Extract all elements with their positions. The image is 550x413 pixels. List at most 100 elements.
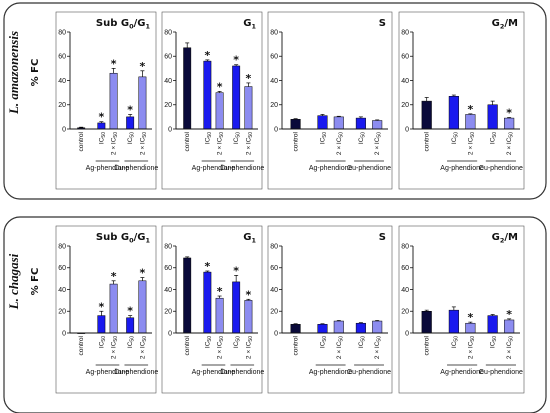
significance-star: *	[217, 285, 223, 298]
category-label: control	[184, 131, 191, 151]
panel-box	[398, 225, 525, 394]
y-tick-label: 60	[401, 265, 409, 272]
bar	[126, 116, 135, 130]
significance-star: *	[467, 103, 473, 116]
category-label: 2 × IC50	[506, 336, 515, 359]
panel-title: G2/M	[492, 232, 518, 245]
species-label: L. chagasi	[6, 253, 21, 310]
y-tick-label: 80	[164, 29, 172, 36]
significance-star: *	[233, 264, 239, 277]
category-label: 2 × IC50	[336, 336, 345, 359]
category-label: 2 × IC50	[336, 132, 345, 155]
panel-title: S	[379, 18, 386, 29]
y-tick-label: 0	[168, 330, 172, 337]
significance-star: *	[111, 57, 117, 70]
bar	[109, 283, 118, 334]
panel-3: 0 20 40 60 80 G2/M control IC50 * 2 × IC50 IC50 * 2 …	[398, 11, 525, 190]
bar	[232, 281, 241, 334]
row-0: L. amazonensis % FC 0 20 40 60 80 Sub G0/G1 cont…	[3, 2, 547, 200]
row-frame	[3, 216, 547, 413]
bar	[138, 280, 147, 334]
category-label: 2 × IC50	[245, 132, 254, 155]
bar	[333, 320, 344, 334]
group-label: Ag-phendione	[86, 165, 130, 172]
category-label: 2 × IC50	[217, 132, 226, 155]
bar	[244, 300, 253, 334]
species-label: L. amazonensis	[6, 31, 21, 115]
category-label: IC50	[451, 132, 460, 144]
bar	[448, 96, 459, 130]
significance-star: *	[127, 305, 133, 318]
y-tick-label: 20	[164, 102, 172, 109]
y-tick-label: 60	[58, 265, 66, 272]
panel-box	[55, 11, 157, 190]
bar	[465, 114, 476, 130]
y-tick-label: 40	[270, 287, 278, 294]
significance-star: *	[246, 288, 252, 301]
category-label: IC50	[204, 336, 213, 348]
y-tick-label: 80	[270, 243, 278, 250]
y-tick-label: 20	[270, 102, 278, 109]
y-tick-label: 60	[270, 265, 278, 272]
panel-0: 0 20 40 60 80 Sub G0/G1 control * IC50 * 2 × IC50 *…	[55, 225, 158, 394]
panel-box	[267, 11, 393, 190]
category-label: control	[424, 131, 431, 151]
bar	[183, 47, 192, 130]
bar	[465, 322, 476, 334]
y-tick-label: 40	[270, 78, 278, 85]
significance-star: *	[217, 80, 223, 93]
y-tick-label: 20	[58, 102, 66, 109]
significance-star: *	[233, 54, 239, 67]
panel-title: G1	[243, 232, 256, 245]
bar	[203, 271, 212, 334]
significance-star: *	[127, 103, 133, 116]
y-tick-label: 40	[164, 287, 172, 294]
y-tick-label: 40	[58, 78, 66, 85]
panel-title: Sub G0/G1	[96, 232, 151, 245]
bar	[244, 86, 253, 130]
significance-star: *	[506, 308, 512, 321]
y-tick-label: 60	[270, 54, 278, 61]
bar	[97, 315, 106, 334]
bar	[504, 319, 515, 334]
group-label: Cu-phendione	[479, 165, 523, 172]
group-label: Ag-phendione	[309, 369, 353, 376]
y-tick-label: 0	[168, 126, 172, 133]
category-label: IC50	[233, 132, 242, 144]
y-tick-label: 60	[58, 54, 66, 61]
y-tick-label: 80	[58, 29, 66, 36]
panel-title: G1	[243, 18, 256, 31]
group-label: Cu-phendione	[114, 369, 158, 376]
bar	[317, 115, 328, 130]
group-label: Cu-phendione	[220, 165, 264, 172]
bar	[232, 65, 241, 130]
significance-star: *	[140, 60, 146, 73]
group-label: Ag-phendione	[192, 369, 236, 376]
category-label: 2 × IC50	[111, 336, 120, 359]
category-label: 2 × IC50	[374, 132, 383, 155]
y-tick-label: 80	[401, 29, 409, 36]
category-label: IC50	[358, 336, 367, 348]
group-label: Cu-phendione	[347, 165, 391, 172]
y-tick-label: 20	[58, 309, 66, 316]
bar	[215, 297, 224, 334]
category-label: control	[184, 335, 191, 355]
category-label: 2 × IC50	[467, 336, 476, 359]
panel-title: Sub G0/G1	[96, 18, 151, 31]
category-label: IC50	[204, 132, 213, 144]
panel-box	[161, 225, 263, 394]
y-tick-label: 80	[270, 29, 278, 36]
significance-star: *	[98, 111, 104, 124]
bar	[290, 324, 301, 334]
significance-star: *	[467, 311, 473, 324]
category-label: IC50	[98, 336, 107, 348]
category-label: IC50	[233, 336, 242, 348]
y-tick-label: 0	[62, 126, 66, 133]
y-tick-label: 60	[164, 265, 172, 272]
category-label: IC50	[490, 132, 499, 144]
category-label: 2 × IC50	[139, 132, 148, 155]
group-label: Ag-phendione	[440, 165, 484, 172]
significance-star: *	[506, 106, 512, 119]
